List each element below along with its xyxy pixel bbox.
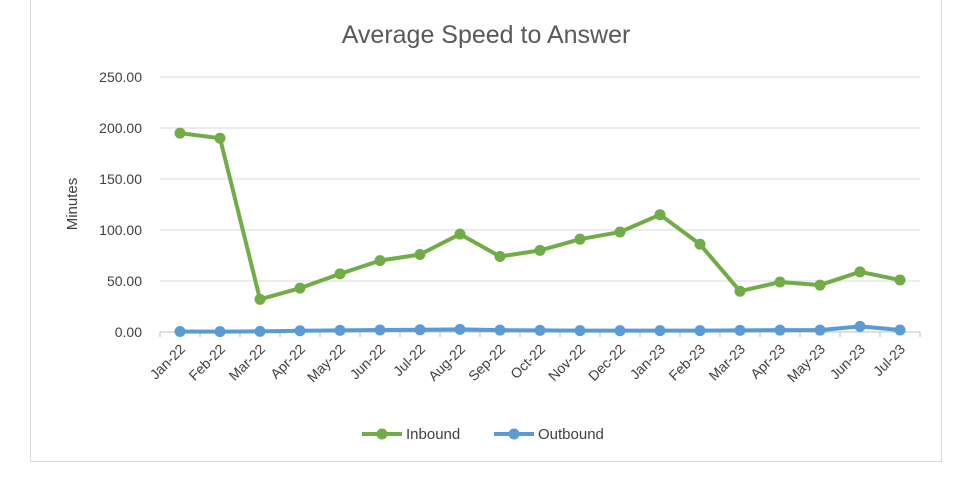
data-point-outbound: [894, 324, 906, 336]
legend-label: Outbound: [538, 426, 604, 443]
x-tick-label: Sep-22: [465, 341, 508, 384]
x-tick-label: Feb-22: [185, 341, 228, 384]
data-point-outbound: [414, 324, 426, 336]
y-axis-label: Minutes: [64, 178, 81, 231]
data-point-outbound: [774, 324, 786, 336]
data-point-inbound: [854, 266, 866, 278]
data-point-inbound: [414, 248, 426, 260]
data-point-outbound: [214, 326, 226, 338]
data-point-inbound: [374, 255, 386, 267]
data-point-inbound: [734, 285, 746, 297]
data-point-outbound: [254, 325, 266, 337]
x-tick-label: Jan-22: [147, 341, 189, 383]
data-point-inbound: [334, 268, 346, 280]
x-tick-label: Jan-23: [627, 341, 669, 383]
x-tick-label: Apr-23: [747, 341, 788, 382]
y-tick-label: 150.00: [99, 171, 142, 187]
data-point-inbound: [894, 274, 906, 286]
x-tick-label: Jun-22: [347, 341, 389, 383]
x-tick-label: May-22: [304, 341, 348, 385]
data-point-inbound: [534, 244, 546, 256]
data-point-outbound: [294, 325, 306, 337]
y-tick-label: 50.00: [107, 273, 142, 289]
x-tick-label: Aug-22: [425, 341, 468, 384]
legend-swatch-marker: [376, 428, 388, 440]
x-tick-label: Apr-22: [267, 341, 308, 382]
data-point-inbound: [254, 293, 266, 305]
y-tick-labels: 0.00 50.00 100.00 150.00 200.00 250.00: [99, 69, 142, 340]
chart-title: Average Speed to Answer: [342, 21, 631, 49]
x-tick-label: Feb-23: [665, 341, 708, 384]
data-point-outbound: [694, 325, 706, 337]
data-point-inbound: [654, 209, 666, 221]
x-tick-label: May-23: [784, 341, 828, 385]
x-tick-label: Jul-23: [870, 341, 908, 379]
data-point-outbound: [494, 324, 506, 336]
data-point-inbound: [454, 228, 466, 240]
series-group: [174, 127, 906, 338]
data-point-outbound: [614, 325, 626, 337]
data-point-outbound: [854, 320, 866, 332]
x-tick-label: Mar-22: [225, 341, 268, 384]
data-point-outbound: [334, 324, 346, 336]
data-point-outbound: [374, 324, 386, 336]
x-tick-label: Oct-22: [507, 341, 548, 382]
y-tick-label: 100.00: [99, 222, 142, 238]
y-tick-label: 0.00: [115, 324, 142, 340]
x-tick-label: Mar-23: [705, 341, 748, 384]
data-point-outbound: [814, 324, 826, 336]
legend: Inbound Outbound: [362, 426, 604, 443]
x-tick-label: Jun-23: [827, 341, 869, 383]
data-point-inbound: [294, 282, 306, 294]
x-tick-label: Dec-22: [585, 341, 628, 384]
data-point-outbound: [174, 325, 186, 337]
data-point-inbound: [694, 238, 706, 250]
legend-label: Inbound: [406, 426, 460, 443]
data-point-inbound: [814, 279, 826, 291]
data-point-inbound: [574, 233, 586, 245]
x-tick-label: Jul-22: [390, 341, 428, 379]
data-point-inbound: [614, 226, 626, 238]
data-point-outbound: [454, 323, 466, 335]
data-point-outbound: [574, 325, 586, 337]
x-tick-label: Nov-22: [545, 341, 588, 384]
series-line-inbound: [178, 131, 902, 302]
legend-swatch-marker: [508, 428, 520, 440]
data-point-outbound: [734, 324, 746, 336]
y-tick-label: 200.00: [99, 120, 142, 136]
data-point-outbound: [654, 325, 666, 337]
data-point-outbound: [534, 324, 546, 336]
y-tick-label: 250.00: [99, 69, 142, 85]
data-point-inbound: [174, 127, 186, 139]
gridlines: [159, 76, 921, 337]
data-point-inbound: [774, 276, 786, 288]
data-point-inbound: [494, 251, 506, 263]
data-point-inbound: [214, 132, 226, 144]
